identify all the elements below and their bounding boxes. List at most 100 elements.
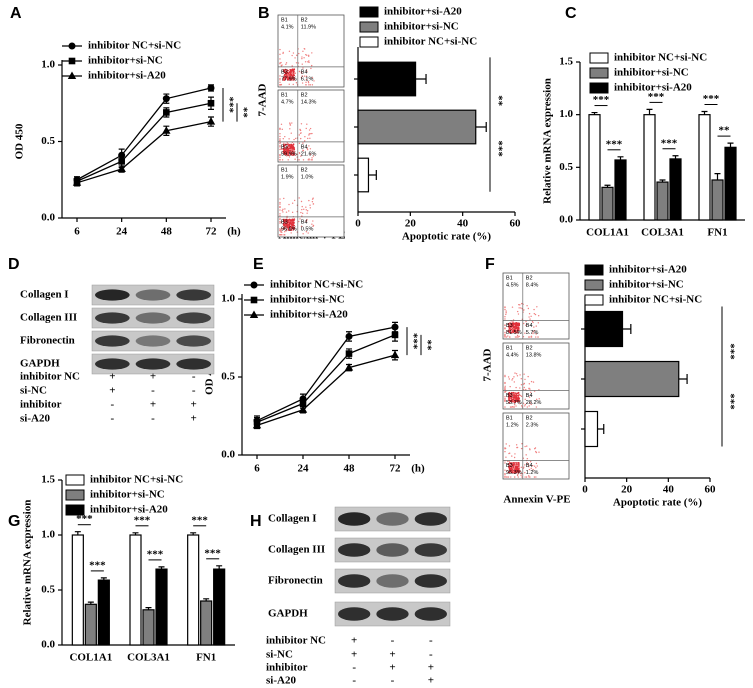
event-dot [509,385,511,388]
event-dot [288,156,291,158]
legend-swatch [589,67,609,79]
blot-band [95,335,130,347]
event-dot [508,445,511,447]
event-dot [283,74,286,76]
blot-band [176,289,212,301]
event-dot [285,218,288,221]
bar [669,158,682,221]
event-dot [287,159,289,161]
event-dot [535,466,537,469]
event-dot [308,133,311,135]
legend-swatch [584,264,604,276]
event-dot [504,474,506,476]
event-dot [305,84,307,86]
event-dot [518,465,520,467]
legend-swatch [65,504,85,516]
event-dot [298,220,300,223]
condition-sign: - [391,675,395,687]
event-dot [295,137,297,140]
quadrant-label: B4 [301,69,308,75]
event-dot [302,233,304,235]
event-dot [291,73,294,75]
y-tick-label: 1.0 [221,293,235,305]
panel-label: E [253,256,264,273]
condition-label: inhibitor NC [266,635,326,647]
event-dot [288,203,290,206]
event-dot [521,472,523,475]
event-dot [285,147,288,149]
event-dot [289,222,292,225]
event-dot [291,122,293,124]
blot-band [376,574,409,588]
event-dot [291,154,294,156]
event-dot [307,80,310,83]
event-dot [524,445,526,448]
event-dot [308,158,310,160]
event-dot [300,200,303,203]
event-dot [286,155,288,157]
quadrant-percent: 4.7% [281,99,294,105]
event-dot [282,79,284,81]
panel-label: A [10,5,22,22]
condition-sign: + [351,635,357,647]
event-dot [513,465,515,467]
event-dot [535,333,537,335]
event-dot [279,153,281,156]
event-dot [513,381,516,383]
event-dot [291,211,294,214]
event-dot [305,78,308,81]
quadrant-label: B4 [526,463,533,469]
event-dot [280,230,282,232]
blot-band [376,543,409,557]
event-dot [290,132,292,134]
event-dot [291,76,293,78]
event-dot [510,476,512,478]
event-dot [517,313,520,315]
event-dot [287,79,289,81]
event-dot [279,75,281,77]
series-line [256,354,396,426]
event-dot [300,132,302,134]
event-dot [299,129,302,132]
event-dot [515,405,517,407]
event-dot [504,406,506,408]
event-dot [293,153,295,156]
event-dot [514,476,516,478]
event-dot [507,330,510,332]
event-dot [524,464,526,466]
significance-label: *** [76,513,93,525]
quadrant-label: B1 [506,275,513,281]
event-dot [292,144,295,146]
event-dot [288,74,290,76]
error-bar [727,142,734,148]
event-dot [304,140,306,142]
x-unit: (h) [227,226,241,238]
event-dot [279,203,281,205]
event-dot [286,148,289,150]
event-dot [284,150,286,152]
event-dot [279,201,281,204]
event-dot [511,306,514,308]
quadrant-percent: 81.5% [506,330,522,336]
blot-band [176,358,212,370]
y-axis-label: OD 450 [14,123,26,159]
significance-label: *** [724,393,736,410]
event-dot [504,318,506,320]
event-dot [301,212,304,215]
event-dot [283,221,286,223]
event-dot [281,234,283,236]
event-dot [511,471,514,474]
y-tick-label: 0.5 [559,161,573,173]
event-dot [311,84,314,86]
event-dot [284,231,286,233]
event-dot [303,47,306,50]
event-dot [312,155,315,157]
series-line [76,120,212,184]
event-dot [504,388,506,391]
significance-label: *** [606,138,623,150]
blot-band [176,312,212,324]
event-dot [285,211,288,213]
y-axis-label: Relative mRNA expression [542,78,554,204]
legend-label: inhibitor NC+si-NC [90,474,183,486]
protein-label: GAPDH [20,358,60,370]
